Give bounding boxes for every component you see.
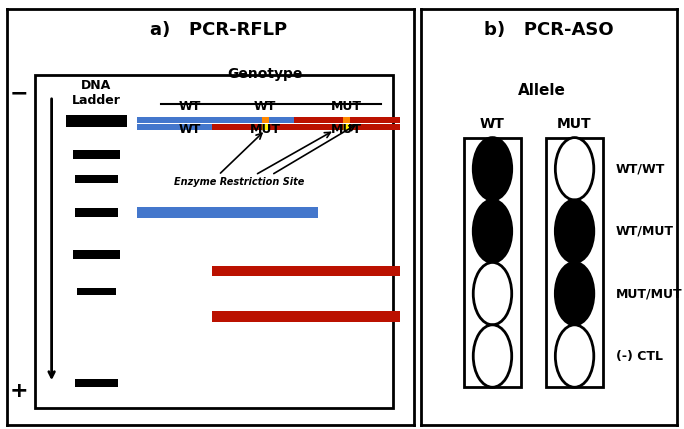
Circle shape: [555, 200, 594, 263]
Bar: [293, 117, 399, 123]
Text: MUT: MUT: [557, 117, 592, 131]
Bar: [137, 207, 243, 218]
Text: a)   PCR-RFLP: a) PCR-RFLP: [150, 21, 287, 39]
Bar: [212, 266, 318, 276]
Bar: [464, 138, 521, 387]
Text: −: −: [10, 84, 28, 103]
Bar: [73, 150, 120, 159]
Bar: [261, 124, 269, 130]
Bar: [293, 266, 399, 276]
Circle shape: [473, 263, 512, 325]
Circle shape: [555, 263, 594, 325]
Bar: [73, 250, 120, 259]
Text: (-) CTL: (-) CTL: [616, 350, 663, 363]
Text: WT: WT: [179, 123, 201, 136]
Circle shape: [555, 138, 594, 200]
Text: Enzyme Restriction Site: Enzyme Restriction Site: [174, 177, 304, 187]
Text: WT: WT: [254, 100, 276, 113]
Bar: [293, 311, 399, 322]
Bar: [212, 207, 318, 218]
Bar: [212, 117, 318, 123]
Bar: [36, 75, 393, 408]
Circle shape: [555, 325, 594, 387]
Text: Genotype: Genotype: [228, 67, 303, 81]
Text: WT/WT: WT/WT: [616, 162, 665, 175]
Text: MUT/MUT: MUT/MUT: [616, 287, 682, 300]
Bar: [212, 124, 318, 130]
Bar: [343, 124, 350, 130]
Bar: [137, 117, 243, 123]
Circle shape: [473, 138, 512, 200]
Text: WT: WT: [179, 100, 201, 113]
Text: +: +: [10, 381, 28, 402]
Bar: [75, 175, 118, 183]
Bar: [75, 208, 118, 217]
Bar: [75, 379, 118, 387]
Bar: [77, 288, 116, 295]
Circle shape: [473, 200, 512, 263]
Text: MUT: MUT: [331, 123, 362, 136]
Bar: [547, 138, 603, 387]
Bar: [137, 124, 243, 130]
Text: b)   PCR-ASO: b) PCR-ASO: [484, 21, 614, 39]
Text: WT: WT: [480, 117, 505, 131]
Text: WT/MUT: WT/MUT: [616, 225, 674, 238]
Circle shape: [473, 325, 512, 387]
Bar: [66, 115, 127, 127]
Text: MUT: MUT: [331, 100, 362, 113]
Bar: [261, 117, 269, 123]
Text: MUT: MUT: [250, 123, 280, 136]
Text: Allele: Allele: [518, 84, 566, 99]
Bar: [293, 124, 399, 130]
Bar: [212, 311, 318, 322]
Text: DNA
Ladder: DNA Ladder: [72, 79, 121, 107]
Bar: [343, 117, 350, 123]
